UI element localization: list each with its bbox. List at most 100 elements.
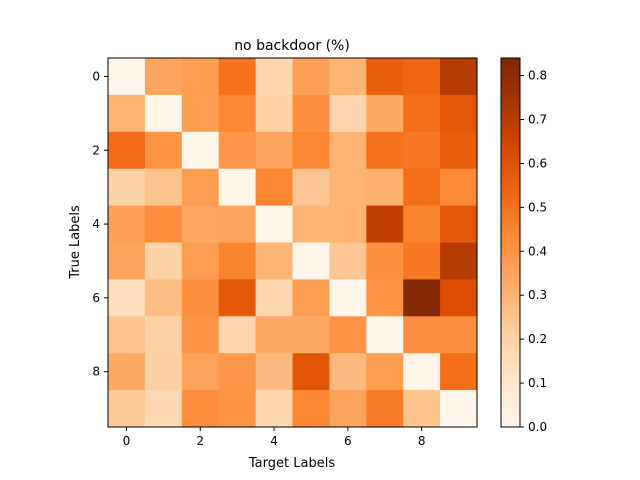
colorbar-tick-label: 0.4 [528,244,547,258]
heatmap-cell [329,94,367,133]
heatmap-cell [144,94,183,133]
heatmap-cell [218,353,256,391]
y-tick-label: 8 [92,365,100,379]
heatmap-cell [218,94,256,133]
heatmap-cell [329,58,367,96]
heatmap-cell [329,390,367,428]
heatmap-cell [440,131,478,170]
heatmap-cell [403,58,441,96]
heatmap-cell [181,279,220,317]
heatmap-cell [108,242,146,280]
heatmap-cell [255,353,293,391]
heatmap-cell [144,205,183,243]
heatmap-cell [108,353,146,391]
heatmap-cell [440,279,478,317]
heatmap-cell [366,242,404,280]
heatmap-cell [329,131,367,170]
y-axis-ticks: 0 2 4 6 8 [92,69,108,379]
heatmap-cell [218,168,256,206]
heatmap-cell [181,168,220,206]
heatmap-cell [440,205,478,243]
heatmap-cell [255,279,293,317]
heatmap-cell [218,242,256,280]
heatmap-cell [144,279,183,317]
heatmap-cell [366,279,404,317]
heatmap-cell [181,316,220,354]
y-tick-label: 2 [92,143,100,157]
heatmap-cell [108,131,146,170]
heatmap-cell [292,205,330,243]
heatmap-cell [255,168,293,206]
heatmap-cell [329,353,367,391]
heatmap-cell [108,94,146,133]
heatmap-cell [108,390,146,428]
heatmap-cell [255,58,293,96]
colorbar-tick-label: 0.3 [528,288,547,302]
heatmap-cell [403,94,441,133]
colorbar-tick-label: 0.8 [528,69,547,83]
heatmap-cell [108,205,146,243]
heatmap-cell [292,316,330,354]
heatmap-cell [403,131,441,170]
heatmap-cell [403,316,441,354]
y-tick-label: 4 [92,217,100,231]
heatmap-cell [255,131,293,170]
heatmap-cell [181,205,220,243]
heatmap-cell [218,205,256,243]
heatmap-cell [292,242,330,280]
heatmap-cell [181,242,220,280]
x-tick-label: 6 [344,434,352,448]
heatmap-cell [440,58,478,96]
colorbar-tick-label: 0.6 [528,156,547,170]
heatmap-cell [329,242,367,280]
heatmap-cell [144,131,183,170]
heatmap-cell [440,316,478,354]
heatmap-cell [440,353,478,391]
heatmap-cell [403,279,441,317]
y-axis-label: True Labels [68,205,83,280]
heatmap-cell [255,205,293,243]
heatmap-cell [366,390,404,428]
heatmap-cell [181,94,220,133]
heatmap-cell [440,168,478,206]
heatmap-cell [144,390,183,428]
heatmap-cell [292,168,330,206]
heatmap-cell [144,242,183,280]
plot-frame [107,57,478,428]
heatmap-cell [329,279,367,317]
heatmap-cells [108,58,478,428]
y-tick-label: 0 [92,69,100,83]
heatmap-cell [292,58,330,96]
heatmap-cell [366,168,404,206]
heatmap-cell [292,390,330,428]
heatmap-cell [292,131,330,170]
heatmap-cell [218,390,256,428]
heatmap-cell [181,353,220,391]
heatmap-cell [108,168,146,206]
heatmap-cell [403,353,441,391]
heatmap-cell [255,390,293,428]
heatmap-cell [292,353,330,391]
heatmap-cell [218,279,256,317]
heatmap-cell [108,279,146,317]
heatmap-cell [181,390,220,428]
heatmap-cell [403,168,441,206]
heatmap-cell [329,168,367,206]
heatmap-cell [292,279,330,317]
heatmap-cell [108,316,146,354]
colorbar-tick-label: 0.5 [528,200,547,214]
heatmap-cell [403,242,441,280]
colorbar-tick-label: 0.0 [528,420,547,434]
heatmap-cell [366,316,404,354]
heatmap-cell [255,94,293,133]
heatmap-cell [366,94,404,133]
heatmap-cell [144,316,183,354]
heatmap-cell [144,353,183,391]
heatmap-cell [181,58,220,96]
heatmap-cell [181,131,220,170]
colorbar-tick-label: 0.7 [528,113,547,127]
chart-title: no backdoor (%) [234,38,350,54]
heatmap-cell [403,205,441,243]
heatmap-cell [440,94,478,133]
